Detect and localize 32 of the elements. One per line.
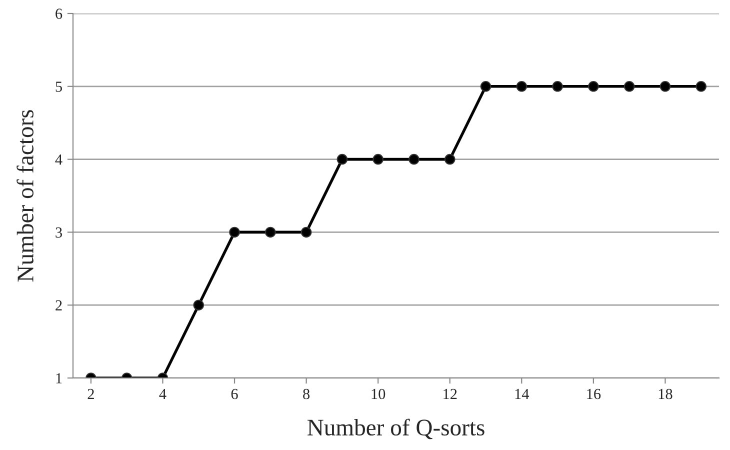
x-tick-label: 2 bbox=[88, 388, 94, 400]
point bbox=[265, 226, 276, 238]
point bbox=[372, 154, 384, 165]
y-tick-label: 6 bbox=[56, 8, 62, 19]
x-tick-label: 10 bbox=[372, 388, 386, 400]
x-tick-label: 8 bbox=[303, 388, 310, 400]
point bbox=[696, 81, 706, 92]
y-tick-label: 2 bbox=[56, 300, 62, 310]
y-tick-label: 1 bbox=[56, 373, 62, 384]
point bbox=[229, 226, 240, 238]
point bbox=[300, 226, 312, 238]
x-tick-label: 12 bbox=[444, 388, 457, 400]
y-tick-label: 3 bbox=[56, 227, 62, 238]
x-tick-label: 18 bbox=[658, 388, 672, 400]
point bbox=[444, 154, 456, 165]
point bbox=[660, 81, 671, 92]
x-axis-title: Number of Q-sorts bbox=[308, 418, 484, 440]
y-tick-label: 4 bbox=[55, 154, 62, 165]
point bbox=[516, 81, 528, 92]
y-axis-title: Number of factors bbox=[16, 110, 34, 282]
point bbox=[588, 81, 599, 92]
x-tick-label: 4 bbox=[159, 388, 166, 400]
x-tick-label: 16 bbox=[587, 388, 601, 400]
x-tick-label: 14 bbox=[515, 388, 530, 400]
point bbox=[480, 81, 492, 92]
point bbox=[336, 154, 348, 165]
point bbox=[408, 154, 420, 165]
x-tick-label: 6 bbox=[231, 388, 238, 400]
point bbox=[624, 81, 635, 92]
point bbox=[193, 300, 204, 310]
y-tick-label: 5 bbox=[56, 82, 62, 92]
point bbox=[552, 81, 563, 92]
